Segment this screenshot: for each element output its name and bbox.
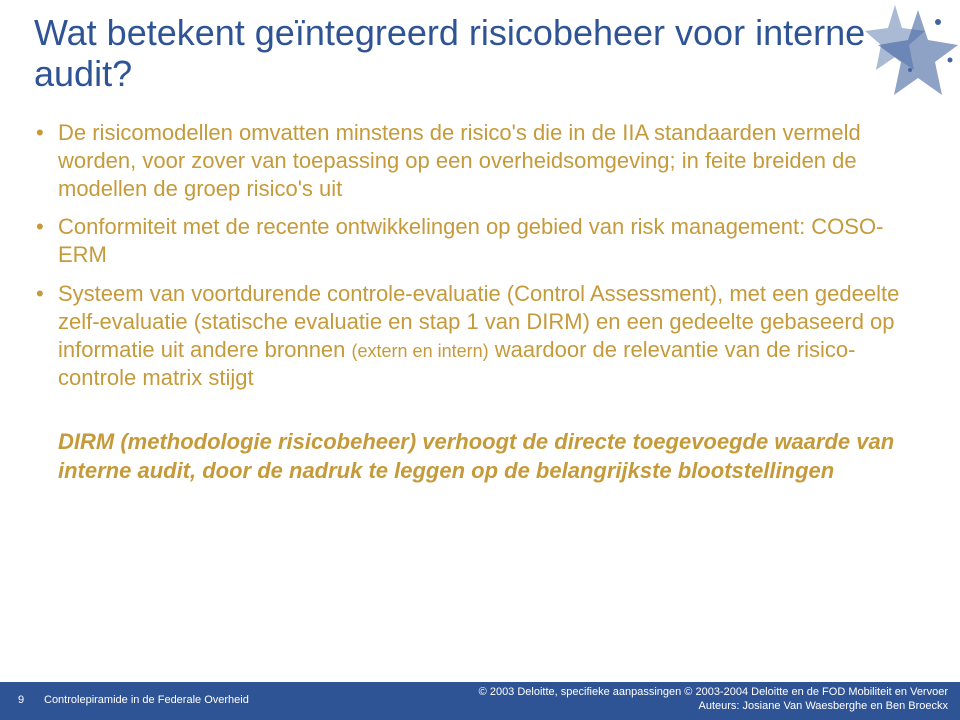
slide-title: Wat betekent geïntegreerd risicobeheer v…	[34, 12, 926, 95]
bullet-text-small: (extern en intern)	[352, 341, 489, 361]
bullet-text: Conformiteit met de recente ontwikkeling…	[58, 214, 883, 267]
bullet-text: De risicomodellen omvatten minstens de r…	[58, 120, 861, 201]
bullet-item: Conformiteit met de recente ontwikkeling…	[34, 213, 926, 269]
footer-right-line1: © 2003 Deloitte, specifieke aanpassingen…	[479, 686, 948, 698]
bullet-item: De risicomodellen omvatten minstens de r…	[34, 119, 926, 203]
bullet-item: Systeem van voortdurende controle-evalua…	[34, 280, 926, 393]
footer-right: © 2003 Deloitte, specifieke aanpassingen…	[479, 686, 948, 714]
conclusion-text: DIRM (methodologie risicobeheer) verhoog…	[34, 428, 926, 485]
footer-bar: 9 Controlepiramide in de Federale Overhe…	[0, 682, 960, 720]
footer-left: Controlepiramide in de Federale Overheid	[44, 694, 249, 706]
footer-right-line2: Auteurs: Josiane Van Waesberghe en Ben B…	[699, 700, 948, 712]
bullet-list: De risicomodellen omvatten minstens de r…	[34, 119, 926, 392]
page-number: 9	[18, 694, 38, 706]
slide: Wat betekent geïntegreerd risicobeheer v…	[0, 0, 960, 720]
